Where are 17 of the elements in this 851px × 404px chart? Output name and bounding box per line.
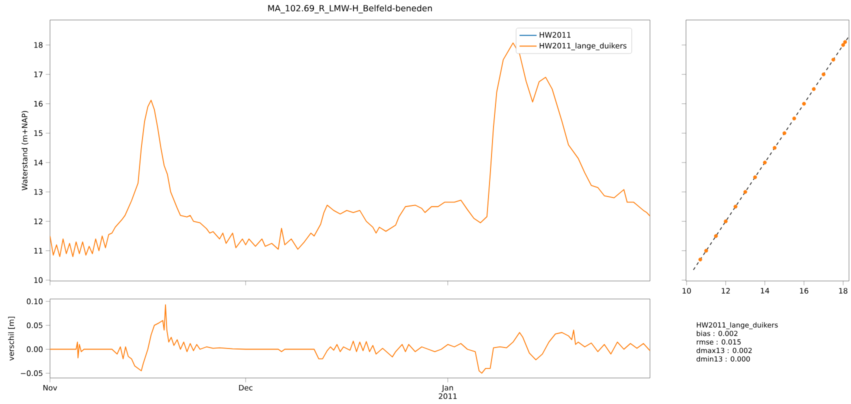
point [698, 258, 702, 262]
point [792, 116, 796, 120]
point [812, 87, 816, 91]
point [782, 131, 786, 136]
point [714, 234, 718, 238]
point [822, 72, 826, 76]
point [724, 219, 728, 224]
point [704, 248, 708, 253]
chart-title: MA_102.69_R_LMW-H_Belfeld-beneden [268, 4, 432, 14]
point [743, 190, 748, 194]
point [762, 160, 767, 164]
point [802, 102, 806, 106]
point [772, 146, 777, 150]
point [734, 204, 738, 209]
line-series [50, 42, 650, 258]
point [831, 58, 836, 62]
point [753, 175, 757, 180]
